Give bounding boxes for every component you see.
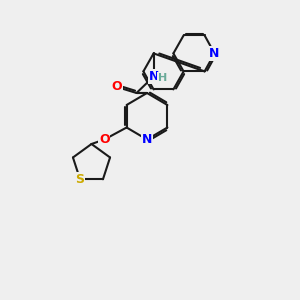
Text: S: S [76,173,85,186]
Text: H: H [158,73,167,83]
Text: N: N [148,70,159,83]
Text: N: N [142,133,152,146]
Text: N: N [209,47,220,60]
Text: O: O [112,80,122,94]
Text: O: O [99,133,110,146]
